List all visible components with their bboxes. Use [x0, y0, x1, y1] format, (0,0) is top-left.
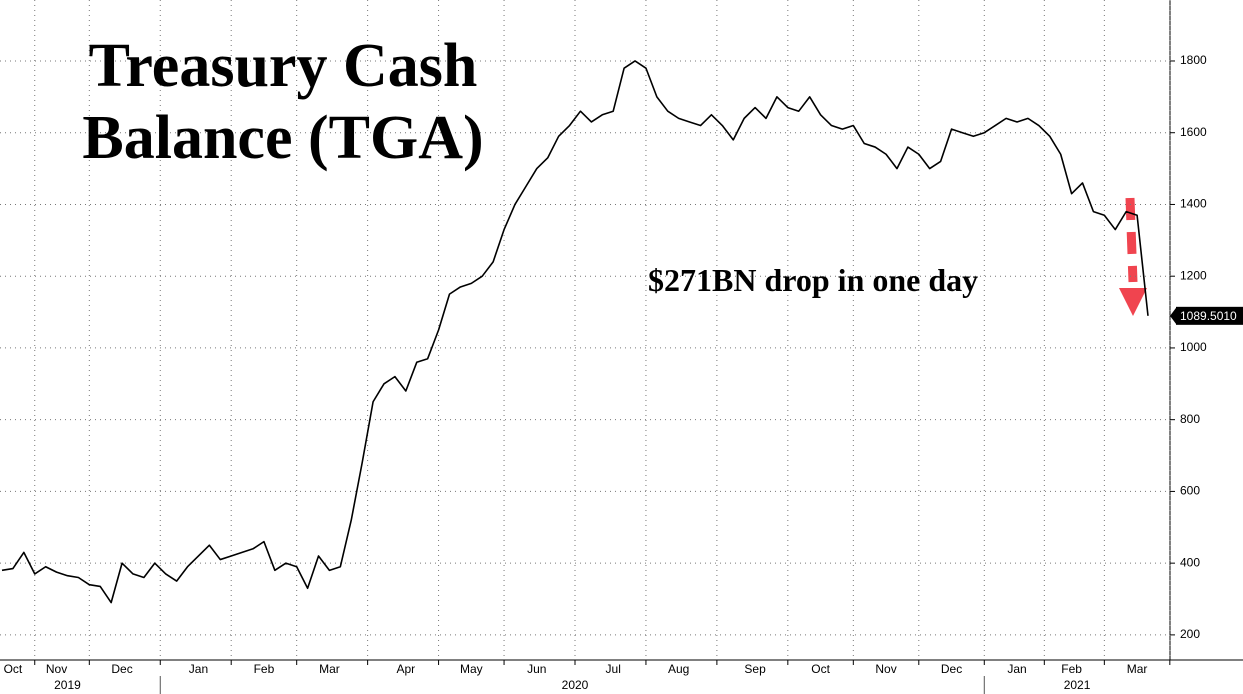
last-value-label: 1089.5010: [1180, 309, 1237, 323]
x-tick-label: Jan: [189, 662, 208, 676]
year-label: 2020: [562, 678, 589, 692]
x-tick-label: May: [460, 662, 483, 676]
year-label: 2019: [54, 678, 81, 692]
y-tick-label: 1600: [1180, 125, 1207, 139]
x-tick-label: Apr: [396, 662, 415, 676]
x-tick-label: Jan: [1007, 662, 1026, 676]
chart-title: Treasury Cash Balance (TGA): [82, 32, 484, 172]
y-tick-label: 800: [1180, 412, 1200, 426]
x-tick-label: Mar: [319, 662, 340, 676]
x-tick-label: Dec: [111, 662, 132, 676]
drop-arrow: [1119, 197, 1147, 316]
y-tick-label: 200: [1180, 627, 1200, 641]
x-tick-label: Oct: [4, 662, 23, 676]
x-tick-label: Feb: [1061, 662, 1082, 676]
x-tick-label: Aug: [668, 662, 689, 676]
x-tick-label: Nov: [46, 662, 67, 676]
y-tick-label: 1800: [1180, 53, 1207, 67]
arrow-shaft: [1125, 197, 1138, 283]
x-tick-label: Nov: [875, 662, 896, 676]
last-value-pointer: [1170, 307, 1176, 324]
y-tick-label: 600: [1180, 484, 1200, 498]
last-value-box: [1176, 306, 1243, 325]
arrow-head: [1119, 288, 1147, 316]
x-tick-label: Oct: [811, 662, 830, 676]
x-tick-label: Jul: [606, 662, 621, 676]
x-tick-label: Sep: [744, 662, 766, 676]
annotation: $271BN drop in one day: [648, 262, 979, 298]
y-tick-label: 1400: [1180, 197, 1207, 211]
data-line: [1, 60, 1149, 604]
y-tick-label: 400: [1180, 555, 1200, 569]
x-tick-label: Mar: [1127, 662, 1148, 676]
x-tick-label: Jun: [527, 662, 546, 676]
y-tick-label: 1200: [1180, 268, 1207, 282]
year-label: 2021: [1064, 678, 1091, 692]
x-tick-label: Dec: [941, 662, 962, 676]
x-tick-label: Feb: [254, 662, 275, 676]
y-tick-label: 1000: [1180, 340, 1207, 354]
